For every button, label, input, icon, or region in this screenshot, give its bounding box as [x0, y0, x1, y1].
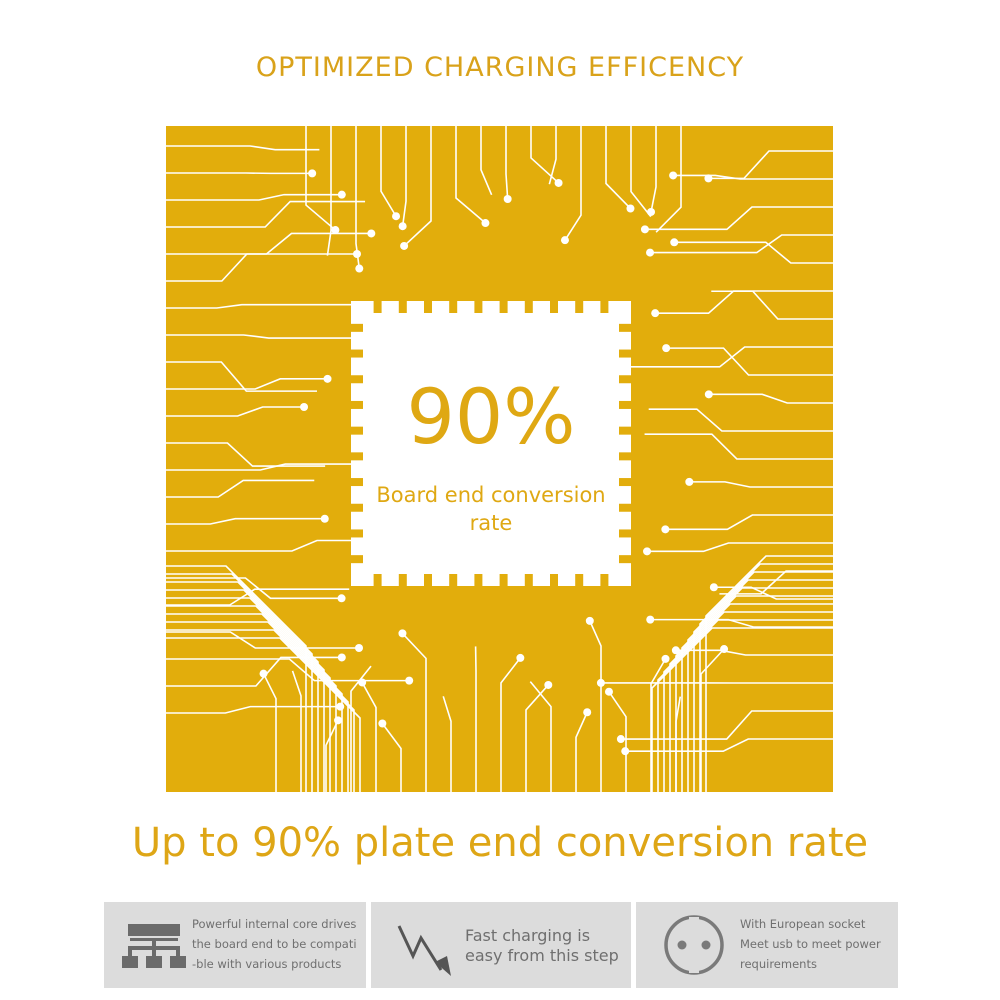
hierarchy-icon: [122, 924, 186, 968]
caption-line: Board end conversion: [376, 483, 606, 507]
chip-outline: [351, 301, 631, 586]
feature-line: requirements: [740, 957, 817, 971]
circuit-board-graphic: 90% Board end conversion rate: [166, 126, 833, 792]
feature-line: With European socket: [740, 917, 866, 931]
conversion-rate-caption: Board end conversion rate: [351, 481, 631, 537]
lightning-icon: [397, 925, 451, 976]
feature-line: Fast charging is: [465, 926, 591, 945]
circuit-traces: [166, 126, 833, 792]
chip-badge: 90% Board end conversion rate: [351, 301, 631, 586]
feature-card-fast-charging: Fast charging is easy from this step: [371, 902, 631, 988]
feature-text: Powerful internal core drives the board …: [192, 914, 357, 974]
page-title: OPTIMIZED CHARGING EFFICENCY: [255, 52, 745, 83]
european-socket-icon: [664, 915, 724, 975]
feature-text: Fast charging is easy from this step: [465, 926, 619, 966]
caption-line: rate: [469, 511, 513, 535]
feature-line: -ble with various products: [192, 957, 342, 971]
headline: Up to 90% plate end conversion rate: [131, 820, 869, 866]
feature-text: With European socket Meet usb to meet po…: [740, 914, 881, 974]
feature-line: Meet usb to meet power: [740, 937, 881, 951]
feature-line: easy from this step: [465, 946, 619, 965]
feature-card-socket: With European socket Meet usb to meet po…: [636, 902, 898, 988]
feature-line: the board end to be compati: [192, 937, 357, 951]
conversion-rate-value: 90%: [406, 372, 576, 461]
feature-line: Powerful internal core drives: [192, 917, 357, 931]
feature-card-core: Powerful internal core drives the board …: [104, 902, 366, 988]
